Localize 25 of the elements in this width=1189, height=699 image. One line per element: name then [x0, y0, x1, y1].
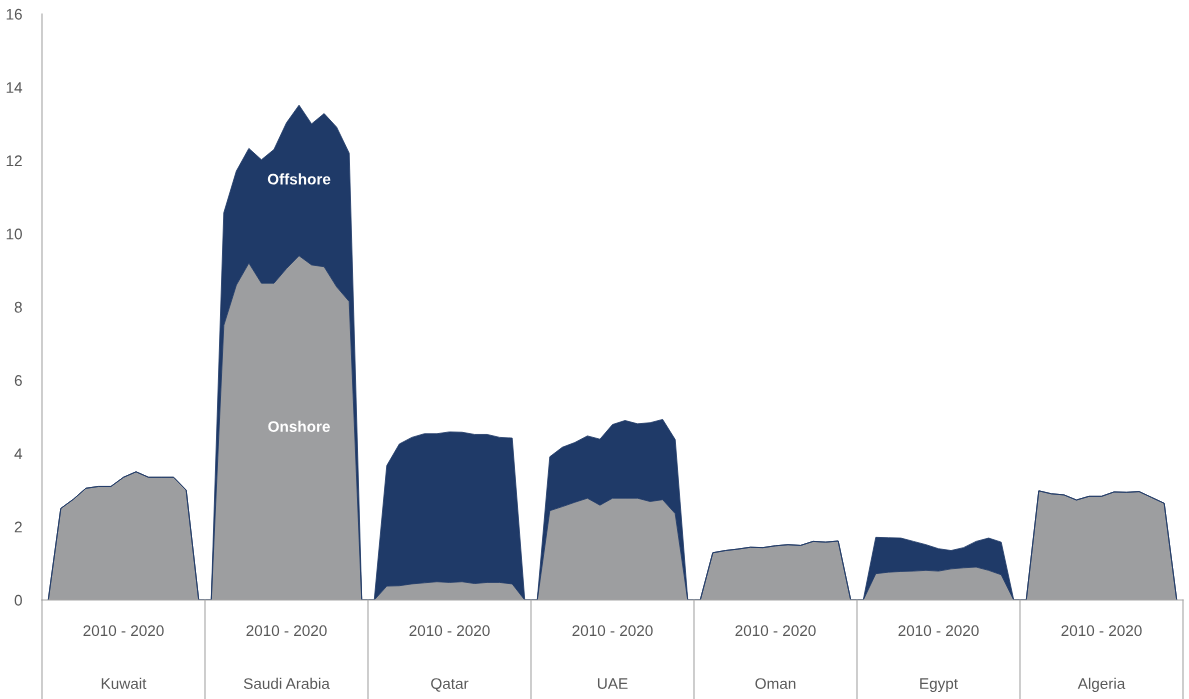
x-tick-label: Saudi Arabia [243, 677, 330, 689]
y-tick-label: 16 [6, 8, 22, 20]
y-tick-label: 14 [6, 82, 23, 93]
text: 2010 - 2020 [1061, 625, 1142, 637]
series-label: Onshore [268, 420, 330, 432]
x-tick-label: Oman [755, 678, 796, 689]
text: 2010 - 2020 [735, 625, 816, 637]
text: 2010 - 2020 [409, 625, 490, 637]
y-tick-label: 4 [14, 448, 23, 460]
x-tick-label: Algeria [1077, 677, 1126, 693]
x-tick-label: Egypt [920, 678, 958, 693]
y-tick-label: 8 [14, 301, 22, 313]
y-tick-label: 0 [14, 594, 22, 606]
text: 2010 - 2020 [246, 625, 327, 637]
y-tick-label: 12 [6, 155, 22, 167]
y-tick-label: 2 [14, 521, 22, 533]
text: 2010 - 2020 [898, 625, 979, 637]
x-tick-label: Kuwait [101, 677, 147, 689]
text: 2010 - 2020 [572, 625, 653, 637]
text: 2010 - 2020 [83, 625, 164, 637]
x-tick-label: UAE [597, 678, 628, 689]
y-tick-label: 6 [14, 375, 22, 386]
y-tick-label: 10 [6, 228, 22, 240]
x-tick-label: Qatar [431, 678, 469, 692]
series-label: Offshore [267, 173, 331, 185]
